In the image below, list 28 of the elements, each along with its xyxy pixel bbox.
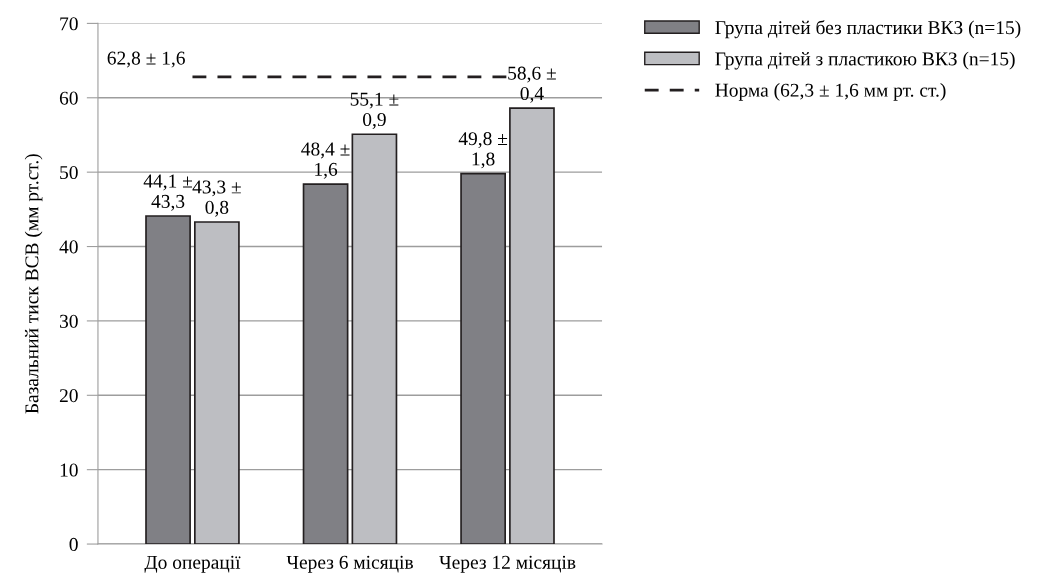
bar	[194, 221, 240, 545]
y-axis-title: Базальний тиск ВСВ (мм рт.ст.)	[24, 154, 43, 414]
legend-label: Норма (62,3 ± 1,6 мм рт. ст.)	[715, 83, 946, 101]
bar	[302, 183, 349, 545]
y-tick-label: 60	[59, 91, 78, 105]
y-tick-label: 30	[60, 314, 78, 328]
y-tick-label: 50	[60, 165, 78, 180]
bar	[351, 133, 398, 545]
data-label: 43,3 ± 0,8	[192, 180, 241, 217]
legend-label: Група дітей без пластики ВКЗ (n=15)	[715, 20, 1021, 39]
data-label: 48,4 ± 1,6	[301, 142, 350, 179]
bar	[145, 215, 191, 545]
x-tick-label: Через 12 місяців	[439, 555, 576, 573]
legend-label: Група дітей з пластикою ВКЗ (n=15)	[715, 51, 1015, 70]
data-label: 44,1 ± 43,3	[143, 174, 193, 211]
data-label: 49,8 ± 1,8	[458, 132, 508, 169]
y-tick-label: 10	[60, 463, 78, 477]
annotation: 62,8 ± 1,6	[107, 51, 185, 68]
data-label: 55,1 ± 0,9	[350, 92, 399, 129]
y-tick-label: 0	[69, 537, 78, 551]
y-tick-label: 40	[59, 240, 78, 254]
bar	[509, 107, 555, 545]
x-tick-label: Через 6 місяців	[286, 555, 413, 573]
bar	[460, 172, 506, 545]
data-label: 58,6 ± 0,4	[508, 66, 556, 103]
y-tick-label: 70	[60, 17, 78, 31]
x-tick-label: До операції	[144, 555, 241, 573]
y-tick-label: 20	[59, 389, 78, 403]
